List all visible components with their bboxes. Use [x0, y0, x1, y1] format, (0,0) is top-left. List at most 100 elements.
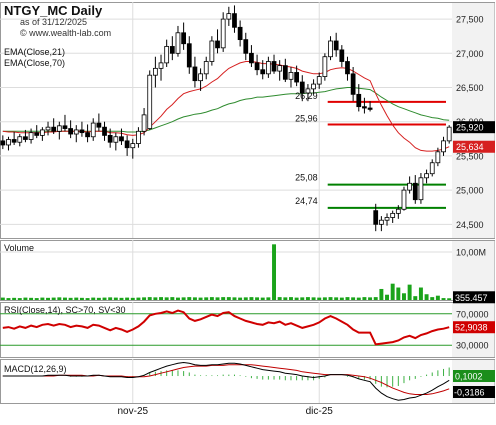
volume-bar [181, 297, 186, 300]
volume-bar [130, 297, 135, 300]
axis-strip-price [452, 3, 495, 238]
volume-bar [79, 297, 84, 300]
volume-bar [62, 297, 67, 300]
volume-bar [283, 297, 288, 300]
candle-body [90, 122, 96, 138]
candle-body [158, 62, 164, 69]
volume-bar [345, 297, 350, 300]
candle-body [249, 52, 254, 64]
volume-bar [34, 298, 39, 300]
macd-line [2, 361, 450, 401]
volume-bar [175, 297, 180, 300]
candle-body [198, 73, 203, 82]
volume-bar [260, 297, 265, 300]
candle-body [429, 162, 435, 175]
volume-bar [339, 297, 344, 300]
volume-bar [147, 297, 152, 300]
volume-bar [317, 297, 322, 300]
volume-last-tag [453, 291, 495, 304]
candle-body [356, 93, 362, 108]
macd-signal-line [2, 364, 450, 395]
candle-body [68, 128, 74, 135]
candle-body [407, 182, 413, 191]
volume-bar [379, 288, 384, 300]
volume-bar [29, 297, 34, 300]
candle-body [169, 46, 175, 54]
candle-body [271, 61, 277, 72]
volume-bar [91, 297, 96, 300]
candle-body [311, 83, 316, 90]
volume-bar [159, 297, 164, 300]
volume-bar [238, 297, 243, 300]
candle-body [28, 132, 34, 140]
candle-body [17, 136, 23, 143]
volume-bar [153, 297, 158, 300]
rsi-y-tick: 30,0000 [456, 341, 489, 351]
volume-bar [108, 297, 113, 300]
candle-body [62, 125, 68, 129]
candle-body [384, 217, 390, 221]
candle-body [6, 139, 11, 146]
candle-body [401, 189, 407, 210]
candle-body [294, 72, 300, 83]
volume-last-label: 355.457 [455, 293, 488, 303]
volume-bar [192, 297, 197, 300]
volume-bar [288, 297, 293, 300]
price-y-tick: 25,500 [456, 151, 484, 161]
volume-bar [401, 293, 406, 300]
volume-bar [300, 297, 305, 300]
candle-body [73, 129, 79, 135]
candle-body [203, 61, 209, 75]
rsi-last-label: 52,9038 [455, 323, 488, 333]
volume-bar [51, 297, 56, 300]
volume-pane-title: Volume [4, 243, 34, 253]
volume-bar [373, 297, 378, 300]
candle-body [23, 136, 28, 140]
candle-body [51, 126, 57, 132]
last-close-label: 25,920 [456, 123, 484, 133]
candle-body [288, 72, 294, 80]
resistance-level-label: 25,96 [295, 113, 318, 123]
candle-body [34, 132, 40, 136]
volume-bar [356, 297, 361, 300]
volume-bar [311, 297, 316, 300]
candle-body [232, 13, 237, 28]
support-level-label: 25,08 [295, 173, 318, 183]
volume-bar [215, 297, 220, 300]
candle-body [164, 46, 170, 64]
rsi-line [2, 309, 450, 346]
volume-bar [418, 287, 423, 300]
volume-bar [430, 297, 435, 300]
volume-bar [390, 283, 395, 300]
rsi-last-tag [453, 321, 495, 334]
candle-body [412, 182, 418, 201]
macd-histogram-tag [453, 370, 495, 382]
volume-bar [46, 297, 51, 300]
volume-bar [413, 296, 418, 300]
volume-bar [113, 297, 118, 300]
candle-body [390, 212, 396, 218]
x-tick-label: dic-25 [306, 406, 334, 417]
candle-body [345, 61, 350, 75]
volume-bar [396, 287, 401, 300]
candle-body [130, 143, 136, 149]
volume-bar [0, 297, 5, 300]
volume-bar [255, 297, 260, 300]
candle-body [435, 151, 441, 164]
volume-bar [334, 297, 339, 300]
pane-vol [0, 240, 495, 301]
candle-body [395, 208, 401, 214]
volume-bar [243, 297, 248, 300]
volume-bar [6, 298, 11, 300]
candle-body [243, 39, 249, 54]
volume-bar [441, 298, 446, 300]
rsi-y-tick: 70,0000 [456, 309, 489, 319]
support-level-label: 24,74 [295, 196, 318, 206]
candle-body [119, 136, 124, 142]
price-y-tick: 27,500 [456, 15, 484, 25]
candle-body [277, 65, 283, 72]
volume-bar [125, 297, 130, 300]
resistance-level-label: 26,29 [295, 91, 318, 101]
candle-body [446, 126, 452, 142]
candle-body [265, 61, 271, 75]
